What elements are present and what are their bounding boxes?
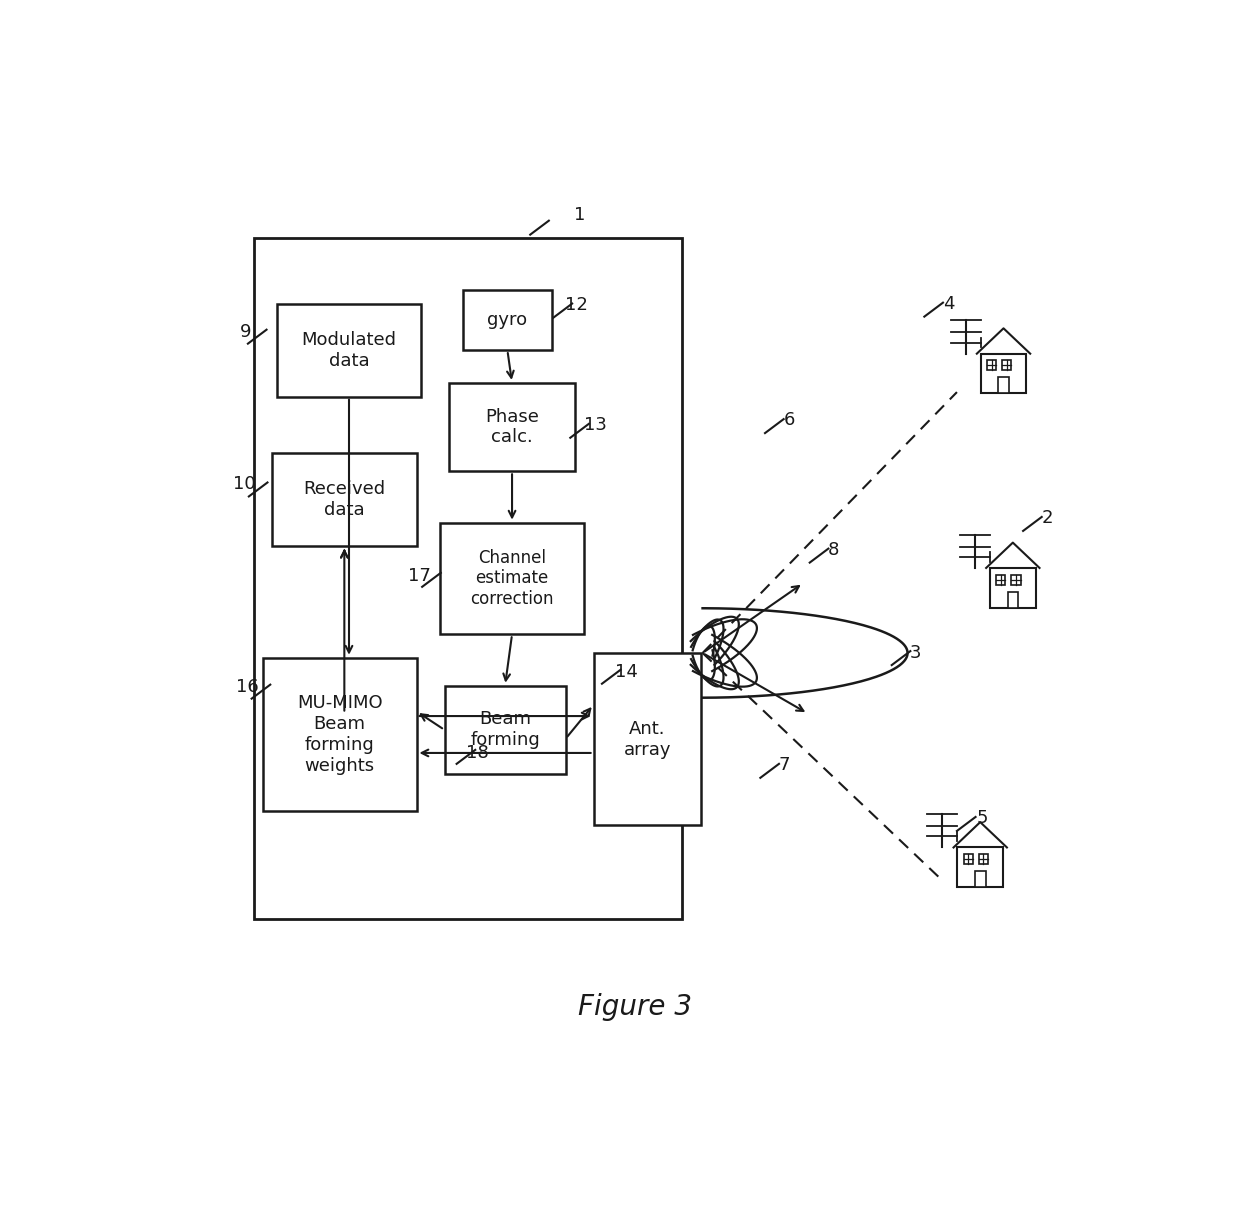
FancyBboxPatch shape — [1002, 361, 1012, 370]
Text: Beam
forming: Beam forming — [470, 710, 539, 749]
Text: MU-MIMO
Beam
forming
weights: MU-MIMO Beam forming weights — [296, 695, 382, 774]
Text: 13: 13 — [584, 416, 606, 433]
Text: 3: 3 — [909, 644, 921, 662]
Text: gyro: gyro — [487, 311, 527, 329]
Text: 12: 12 — [565, 296, 588, 315]
Text: Ant.
array: Ant. array — [624, 720, 671, 759]
FancyBboxPatch shape — [1008, 592, 1018, 607]
Text: 6: 6 — [784, 411, 795, 430]
Text: 18: 18 — [466, 744, 489, 761]
Text: 8: 8 — [827, 542, 838, 559]
Text: 5: 5 — [976, 809, 988, 826]
Text: 7: 7 — [779, 756, 790, 773]
FancyBboxPatch shape — [594, 653, 701, 825]
FancyBboxPatch shape — [463, 289, 552, 350]
FancyBboxPatch shape — [277, 304, 422, 397]
FancyBboxPatch shape — [998, 378, 1009, 393]
FancyBboxPatch shape — [978, 854, 988, 864]
Text: 1: 1 — [574, 206, 585, 224]
FancyBboxPatch shape — [1012, 575, 1021, 584]
Text: Modulated
data: Modulated data — [301, 330, 397, 369]
Text: 14: 14 — [615, 663, 637, 680]
Text: 9: 9 — [241, 323, 252, 340]
FancyBboxPatch shape — [990, 567, 1035, 607]
Text: Channel
estimate
correction: Channel estimate correction — [470, 548, 554, 609]
Text: Received
data: Received data — [304, 480, 386, 519]
FancyBboxPatch shape — [963, 854, 973, 864]
FancyBboxPatch shape — [263, 658, 417, 812]
FancyBboxPatch shape — [272, 453, 417, 546]
FancyBboxPatch shape — [957, 847, 1003, 887]
FancyBboxPatch shape — [981, 353, 1027, 393]
FancyBboxPatch shape — [449, 382, 575, 471]
Text: 17: 17 — [408, 566, 430, 584]
Text: 2: 2 — [1042, 509, 1053, 526]
FancyBboxPatch shape — [987, 361, 996, 370]
Text: 16: 16 — [236, 679, 258, 697]
Text: Phase
calc.: Phase calc. — [485, 408, 539, 446]
FancyBboxPatch shape — [444, 686, 565, 774]
FancyBboxPatch shape — [975, 871, 986, 887]
Text: Figure 3: Figure 3 — [579, 993, 692, 1021]
Text: 10: 10 — [233, 476, 255, 494]
FancyBboxPatch shape — [440, 523, 584, 634]
FancyBboxPatch shape — [253, 238, 682, 918]
FancyBboxPatch shape — [996, 575, 1006, 584]
Text: 4: 4 — [942, 294, 955, 312]
